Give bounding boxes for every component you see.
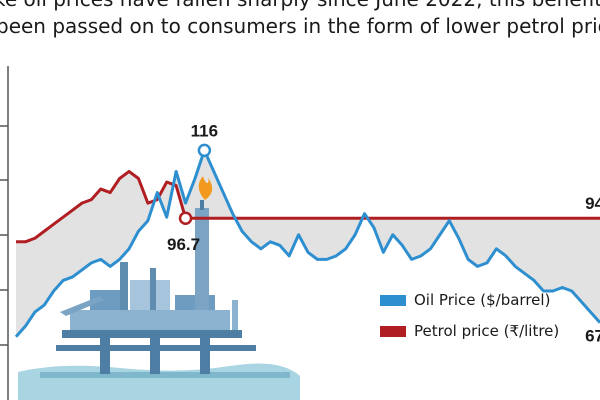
y-axis	[0, 66, 9, 400]
oil-peak-marker	[197, 143, 212, 158]
legend-item-oil: Oil Price ($/barrel)	[380, 291, 550, 309]
oil-end-label: 67	[585, 327, 600, 346]
gap-fill-area	[16, 150, 600, 337]
legend-swatch-petrol	[380, 325, 406, 337]
petrol-cut-marker	[178, 211, 193, 225]
flame-icon	[198, 176, 213, 200]
legend-label-petrol: Petrol price (₹/litre)	[414, 322, 560, 340]
legend-swatch-oil	[380, 294, 406, 306]
legend-item-petrol: Petrol price (₹/litre)	[380, 322, 559, 340]
petrol-end-label: 94	[585, 194, 600, 213]
series-lines	[14, 148, 600, 338]
oil-rig-icon	[18, 200, 300, 400]
data-markers	[178, 143, 212, 225]
header-line-1: ke oil prices have fallen sharply since …	[0, 0, 600, 11]
petrol-cut-label: 96.7	[167, 235, 200, 254]
data-labels: 116 96.7 94 67	[167, 121, 600, 345]
oil-peak-label: 116	[191, 121, 218, 140]
header-line-2: been passed on to consumers in the form …	[0, 14, 600, 38]
oil-price-line	[14, 148, 600, 338]
gap-fill	[16, 150, 600, 337]
legend-label-oil: Oil Price ($/barrel)	[414, 291, 551, 309]
